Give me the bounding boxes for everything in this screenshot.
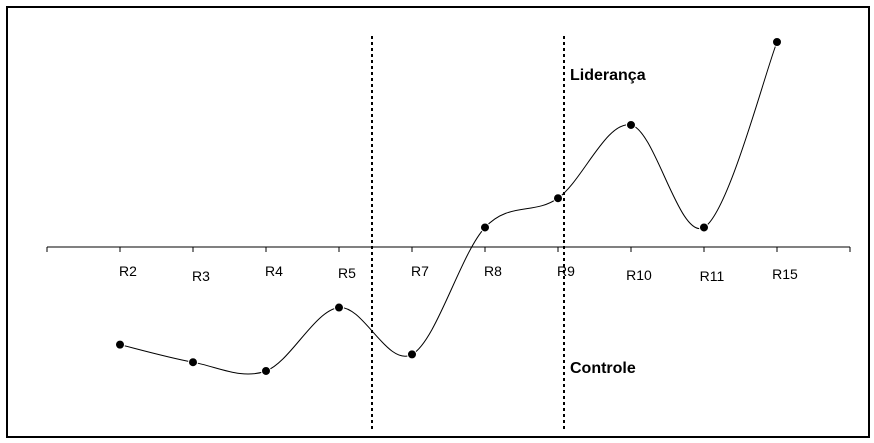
x-tick-label-r4: R4 xyxy=(265,263,283,279)
chart-frame xyxy=(6,6,870,438)
x-tick-label-r5: R5 xyxy=(338,265,356,281)
data-point-r9 xyxy=(553,193,563,204)
x-axis-ticks xyxy=(46,247,851,252)
data-point-r4 xyxy=(261,365,271,376)
data-points xyxy=(115,37,782,376)
data-point-r5 xyxy=(334,302,344,313)
data-point-r10 xyxy=(626,119,636,130)
x-tick-label-r9: R9 xyxy=(557,263,575,279)
data-point-r15 xyxy=(772,37,782,47)
x-tick-label-r15: R15 xyxy=(772,266,798,282)
data-point-r11 xyxy=(699,222,709,233)
x-tick-label-r2: R2 xyxy=(119,263,137,279)
region-dividers xyxy=(371,36,565,432)
annotation-controle: Controle xyxy=(570,360,636,377)
data-point-r8 xyxy=(480,222,490,233)
x-tick-label-r3: R3 xyxy=(192,268,210,284)
x-tick-label-r10: R10 xyxy=(626,267,652,283)
series-line xyxy=(119,41,778,375)
annotation-lideranca: Liderança xyxy=(570,67,646,84)
x-tick-label-r11: R11 xyxy=(700,268,725,284)
data-point-r2 xyxy=(115,339,125,350)
x-tick-label-r8: R8 xyxy=(484,263,502,279)
data-point-r3 xyxy=(188,357,198,368)
data-point-r7 xyxy=(407,349,417,360)
x-tick-label-r7: R7 xyxy=(411,263,429,279)
x-axis-tick-labels: R2 R3 R4 R5 R7 R8 R9 R10 R11 R15 xyxy=(119,263,798,284)
